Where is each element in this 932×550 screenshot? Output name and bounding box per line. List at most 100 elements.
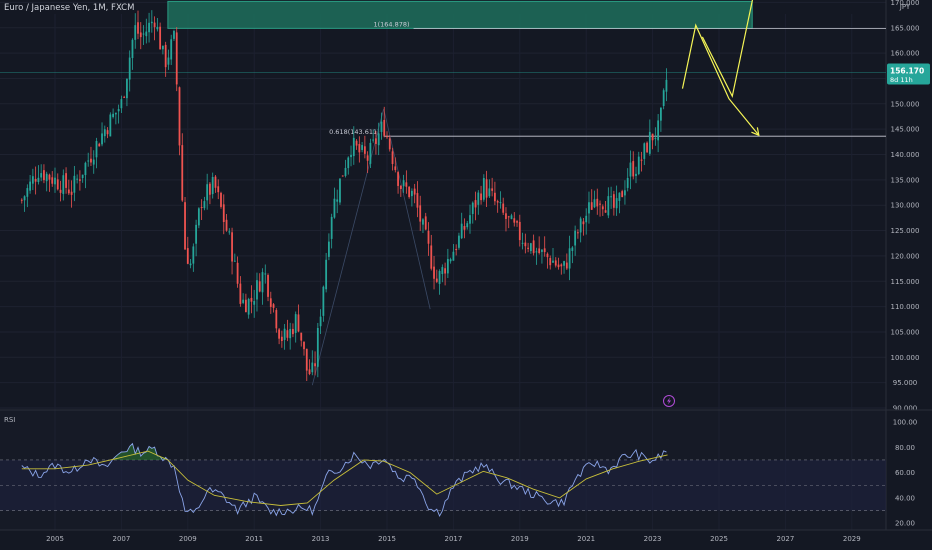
candle-body: [524, 242, 527, 247]
candle-body: [541, 249, 543, 252]
last-price-text: 156.170: [890, 67, 924, 76]
candle-body: [430, 245, 433, 269]
candle-body: [222, 204, 225, 222]
candle-body: [427, 230, 430, 244]
candle-body: [413, 188, 416, 195]
price-axis-label: 120.000: [891, 252, 920, 260]
candle-body: [469, 215, 471, 224]
candle-body: [153, 22, 156, 28]
candle-body: [565, 262, 568, 269]
candle-body: [496, 201, 499, 203]
candle-body: [615, 198, 618, 209]
candle-body: [131, 39, 134, 59]
candle-body: [341, 175, 344, 177]
lightning-icon[interactable]: [663, 395, 675, 407]
supply-zone[interactable]: [167, 0, 753, 29]
candle-body: [333, 198, 336, 218]
candle-body: [549, 258, 552, 266]
price-axis-label: 90.000: [893, 405, 918, 413]
candle-body: [123, 96, 126, 98]
candle-body: [654, 137, 657, 139]
candle-body: [34, 178, 37, 182]
price-axis-label: 105.000: [891, 328, 920, 336]
candle-body: [571, 247, 574, 251]
candle-body: [347, 157, 350, 169]
candle-body: [635, 173, 637, 176]
candle-body: [612, 194, 615, 208]
candle-body: [441, 267, 444, 275]
candle-body: [134, 25, 137, 40]
candle-body: [386, 136, 388, 138]
candle-body: [247, 298, 250, 315]
candle-body: [95, 140, 98, 158]
projection-annotations[interactable]: [681, 0, 761, 137]
candle-body: [228, 231, 231, 233]
candle-body: [480, 193, 482, 201]
candle-body: [192, 246, 195, 264]
candle-body: [253, 301, 256, 305]
candle-body: [355, 140, 358, 146]
candle-body: [54, 177, 56, 185]
candle-body: [300, 332, 303, 341]
candle-body: [455, 249, 458, 251]
time-axis-label: 2015: [378, 535, 396, 543]
candle-body: [289, 328, 292, 339]
fib-level-label: 1(164.878): [373, 20, 409, 28]
candle-body: [648, 131, 651, 154]
time-axis-label: 2009: [179, 535, 197, 543]
candle-body: [513, 218, 516, 223]
candle-body: [505, 213, 507, 219]
candle-body: [214, 176, 217, 188]
candle-body: [189, 263, 192, 266]
candle-body: [466, 223, 469, 228]
candle-body: [209, 183, 211, 195]
candle-body: [518, 221, 521, 241]
candle-body: [231, 232, 233, 262]
candle-body: [552, 260, 554, 263]
candle-body: [314, 363, 316, 367]
candle-body: [585, 215, 588, 223]
candle-body: [170, 39, 173, 60]
candle-body: [624, 190, 626, 196]
candle-body: [640, 159, 643, 161]
candle-body: [43, 170, 45, 181]
price-axis-label: 100.000: [891, 354, 920, 362]
candle-body: [380, 121, 383, 132]
candle-body: [366, 155, 369, 161]
candle-body: [491, 188, 494, 191]
candle-body: [261, 272, 264, 293]
rsi-axis-label: 40.00: [895, 494, 915, 502]
candle-body: [92, 159, 95, 165]
price-axis-label: 110.000: [891, 303, 920, 311]
candle-body: [311, 362, 314, 373]
candle-body: [363, 146, 366, 154]
price-axis-label: 160.000: [891, 50, 920, 58]
candle-body: [200, 206, 203, 208]
candle-body: [626, 177, 629, 188]
candle-body: [286, 330, 289, 338]
candle-body: [411, 190, 413, 197]
candle-body: [195, 224, 197, 244]
price-axis-label: 125.000: [891, 227, 920, 235]
candle-body: [292, 328, 294, 335]
candle-body: [643, 143, 646, 159]
currency-label: JPY: [899, 3, 911, 11]
candle-body: [527, 247, 529, 249]
candle-body: [499, 202, 502, 204]
candle-body: [67, 189, 70, 194]
candle-body: [106, 130, 109, 135]
candle-body: [444, 268, 446, 274]
candle-body: [477, 192, 480, 205]
candle-body: [560, 264, 563, 267]
rsi-ma-line: [21, 450, 668, 506]
candle-body: [308, 369, 311, 375]
candle-body: [463, 226, 466, 230]
candle-body: [458, 235, 460, 248]
time-axis-label: 2029: [843, 535, 861, 543]
candle-body: [126, 78, 128, 99]
candle-body: [159, 26, 162, 50]
candle-body: [352, 137, 355, 157]
candle-body: [197, 208, 200, 226]
candle-body: [186, 248, 189, 264]
